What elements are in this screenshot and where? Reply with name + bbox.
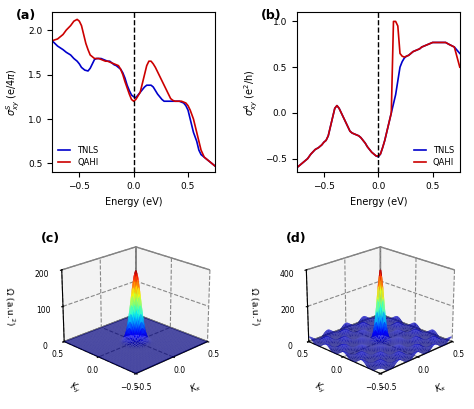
TNLS (135, 92, 141, 97)
QAHI (441, 40, 447, 45)
X-axis label: Energy (eV): Energy (eV) (349, 197, 407, 207)
X-axis label: Energy (eV): Energy (eV) (105, 197, 163, 207)
Line: QAHI: QAHI (297, 21, 460, 168)
X-axis label: $K_x$: $K_x$ (188, 380, 204, 396)
QAHI (212, 164, 218, 169)
TNLS (457, 51, 463, 56)
QAHI (107, 60, 113, 65)
TNLS (349, 130, 355, 135)
QAHI (419, 45, 425, 49)
TNLS (417, 46, 422, 51)
Y-axis label: $\sigma^{A}_{xy}$ (e$^{2}$/h): $\sigma^{A}_{xy}$ (e$^{2}$/h) (242, 69, 260, 116)
QAHI (124, 85, 130, 90)
TNLS (441, 40, 447, 45)
Text: (d): (d) (285, 231, 306, 245)
Text: (a): (a) (16, 9, 36, 22)
Y-axis label: $K_y$: $K_y$ (67, 380, 83, 397)
QAHI (49, 38, 55, 43)
QAHI (457, 65, 463, 70)
TNLS (105, 59, 110, 64)
QAHI (71, 19, 77, 24)
QAHI (341, 115, 346, 120)
Text: (c): (c) (41, 231, 60, 245)
QAHI (367, 147, 373, 152)
Line: TNLS: TNLS (297, 43, 460, 168)
TNLS (430, 40, 436, 45)
QAHI (98, 57, 104, 62)
X-axis label: $K_x$: $K_x$ (433, 380, 449, 396)
Y-axis label: $\sigma^{S}_{xy}$ (e/4$\pi$): $\sigma^{S}_{xy}$ (e/4$\pi$) (5, 68, 22, 116)
TNLS (367, 147, 373, 152)
QAHI (294, 165, 300, 170)
TNLS (341, 115, 346, 120)
TNLS (183, 103, 189, 108)
TNLS (212, 164, 218, 169)
TNLS (294, 165, 300, 170)
TNLS (49, 38, 55, 43)
Legend: TNLS, QAHI: TNLS, QAHI (56, 144, 100, 168)
QAHI (196, 139, 202, 144)
QAHI (391, 19, 396, 24)
Text: (b): (b) (261, 9, 282, 22)
Line: TNLS: TNLS (52, 41, 215, 166)
Line: QAHI: QAHI (52, 19, 215, 166)
TNLS (201, 155, 207, 160)
QAHI (74, 17, 80, 22)
TNLS (122, 76, 128, 81)
QAHI (174, 99, 180, 103)
QAHI (349, 130, 355, 135)
TNLS (316, 145, 321, 150)
Y-axis label: $K_y$: $K_y$ (312, 380, 328, 397)
QAHI (316, 145, 321, 150)
TNLS (96, 56, 102, 61)
Legend: TNLS, QAHI: TNLS, QAHI (412, 144, 456, 168)
